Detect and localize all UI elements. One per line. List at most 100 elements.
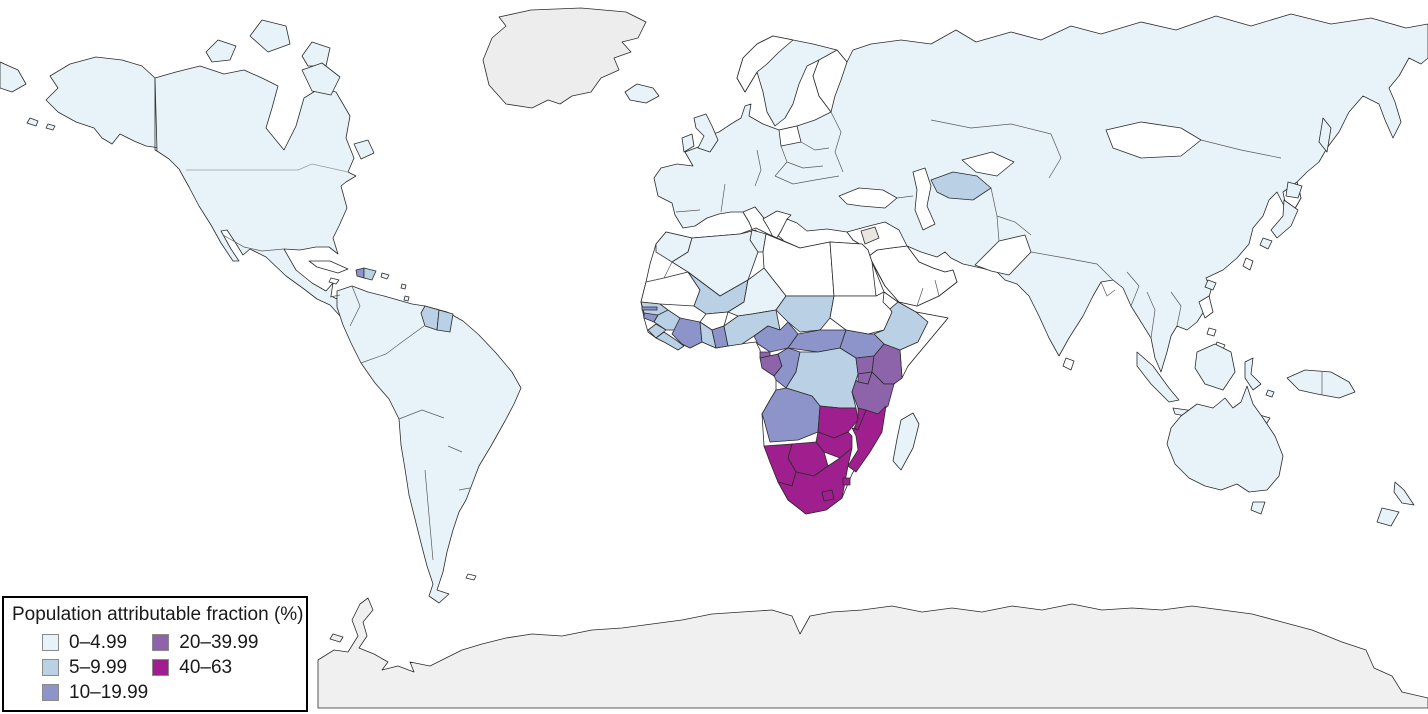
country-united-kingdom	[693, 113, 719, 153]
legend-item: 5–9.99	[42, 658, 148, 677]
country-mozambique	[847, 405, 887, 473]
country-iceland	[624, 83, 660, 104]
lesser-antilles	[400, 283, 410, 302]
region-central-asia	[961, 151, 1015, 177]
internal-borders	[186, 111, 1323, 561]
legend: Population attributable fraction (%) 0–4…	[2, 596, 308, 712]
black-sea	[838, 187, 898, 209]
japan-hokkaido	[1285, 181, 1303, 199]
eurasia-group	[653, 13, 1428, 527]
legend-item: 0–4.99	[42, 633, 148, 652]
country-lesotho	[821, 489, 835, 502]
legend-item: 10–19.99	[42, 683, 148, 702]
americas-group	[0, 7, 660, 604]
africa-group	[640, 227, 949, 515]
sumatra	[1136, 351, 1180, 403]
country-haiti	[355, 267, 365, 279]
legend-label: 5–9.99	[69, 657, 128, 678]
hainan	[1204, 279, 1217, 291]
sakhalin	[1318, 117, 1332, 153]
arctic-island-2	[249, 19, 291, 53]
border-uruguay	[458, 487, 471, 491]
greenland	[482, 7, 647, 109]
baffin-island	[301, 62, 341, 96]
falkland-islands	[465, 573, 477, 581]
nz-north-island	[1393, 481, 1415, 506]
border-vietnam-laos	[1170, 291, 1182, 327]
border-yemen-oman	[916, 287, 924, 307]
puerto-rico	[380, 272, 390, 280]
sulawesi	[1244, 357, 1262, 391]
border-caucasus	[896, 195, 914, 199]
legend-grid: 0–4.99 5–9.99 10–19.99 20–39.99	[42, 633, 298, 702]
legend-swatch-cat0	[42, 634, 59, 651]
legend-swatch-cat4	[152, 659, 170, 676]
legend-column-right: 20–39.99 40–63	[152, 633, 259, 702]
legend-label: 10–19.99	[69, 682, 149, 703]
legend-swatch-cat2	[42, 684, 59, 701]
legend-item: 20–39.99	[152, 633, 259, 652]
country-tunisia	[749, 229, 767, 253]
country-uganda	[855, 355, 875, 375]
north-america-mainland	[154, 65, 371, 337]
border-us-canada	[186, 163, 349, 173]
country-poland	[778, 125, 802, 147]
border-myanmar	[1126, 271, 1140, 307]
country-mongolia	[1105, 121, 1202, 159]
border-colombia-venezuela	[349, 285, 361, 327]
border-russia-west	[830, 111, 844, 173]
border-france-germany	[720, 183, 726, 213]
antarctica	[317, 597, 1428, 709]
country-angola	[761, 387, 821, 443]
legend-title: Population attributable fraction (%)	[12, 604, 304, 626]
border-us-mexico	[222, 234, 285, 252]
legend-swatch-cat3	[152, 634, 170, 651]
japan-honshu	[1270, 199, 1299, 239]
country-ireland	[681, 133, 695, 153]
border-himalaya	[1030, 251, 1114, 281]
country-suriname	[436, 309, 454, 333]
country-finland	[812, 49, 848, 113]
country-turkmenistan	[930, 171, 992, 201]
caspian-sea	[912, 167, 936, 231]
country-guyana	[420, 305, 440, 331]
south-america	[336, 285, 522, 604]
country-madagascar	[892, 412, 920, 471]
border-germany-czech	[754, 149, 762, 187]
country-usa-alaska	[45, 56, 175, 161]
region-balkans-greece	[762, 210, 792, 242]
border-paraguay	[447, 445, 463, 453]
antarctic-islands	[329, 633, 344, 643]
tasmania	[1250, 501, 1266, 515]
border-thailand	[1146, 291, 1156, 339]
border-russia-kazakhstan	[930, 119, 1052, 135]
country-russia-chukotka-sliver	[0, 61, 27, 93]
legend-swatch-cat1	[42, 659, 59, 676]
border-baltics-belarus	[800, 141, 830, 151]
country-sri-lanka	[1062, 357, 1075, 371]
border-bolivia-brazil	[398, 409, 445, 420]
legend-column-left: 0–4.99 5–9.99 10–19.99	[42, 633, 148, 702]
newfoundland	[353, 139, 375, 160]
japan-kyushu	[1259, 237, 1273, 250]
country-sierra-leone	[647, 323, 667, 339]
border-brazil-venezuela	[401, 325, 425, 343]
border-west-sahara	[645, 251, 673, 283]
border-peru-brazil	[360, 341, 403, 364]
country-syria	[860, 226, 880, 245]
country-liberia	[655, 331, 685, 351]
country-australia	[1166, 385, 1284, 493]
taiwan	[1242, 257, 1254, 271]
border-afghanistan	[996, 215, 1032, 236]
legend-label: 0–4.99	[69, 632, 128, 653]
border-central-america	[329, 294, 341, 298]
country-tanzania	[851, 371, 895, 415]
country-dominican-republic	[363, 267, 377, 281]
border-argentina-chile	[424, 469, 434, 561]
legend-label: 40–63	[179, 657, 233, 678]
nz-south-island	[1376, 507, 1400, 527]
arctic-island-1	[205, 39, 237, 63]
philippines-luzon	[1198, 295, 1214, 319]
border-ukraine-north	[786, 161, 824, 169]
